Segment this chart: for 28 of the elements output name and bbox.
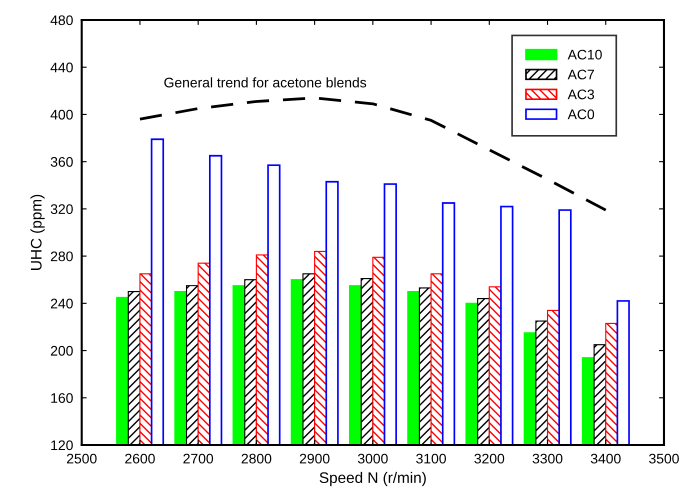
y-tick-label: 200 <box>50 346 73 356</box>
y-tick-label: 160 <box>51 393 73 403</box>
x-axis-title: Speed N (r/min) <box>320 472 426 486</box>
y-tick-label: 240 <box>50 298 73 309</box>
x-tick-label: 2900 <box>300 454 330 464</box>
y-tick-label: 400 <box>50 110 73 120</box>
x-tick-label: 3500 <box>649 454 679 464</box>
y-tick-label: 440 <box>50 62 73 72</box>
y-tick-label: 280 <box>50 251 73 262</box>
x-tick-label: 2500 <box>66 454 97 464</box>
x-tick-label: 3300 <box>532 454 562 464</box>
annotation: General trend for acetone blends <box>164 77 366 88</box>
y-tick-label: 320 <box>50 204 73 214</box>
x-tick-label: 3200 <box>474 454 504 464</box>
x-tick-label: 2600 <box>125 454 155 464</box>
y-tick-label: 120 <box>51 440 73 450</box>
x-tick-label: 2700 <box>183 454 214 464</box>
legend-label: AC10 <box>568 50 602 60</box>
legend-label: AC7 <box>568 70 594 80</box>
legend-label: AC3 <box>568 89 594 100</box>
x-tick-label: 3100 <box>416 454 446 464</box>
y-axis-title: UHC (ppm) <box>30 194 45 270</box>
legend-label: AC0 <box>568 109 594 120</box>
x-tick-label: 3400 <box>590 454 621 464</box>
x-tick-label: 3000 <box>358 454 388 464</box>
y-tick-label: 480 <box>50 15 73 26</box>
x-tick-label: 2800 <box>242 454 272 464</box>
y-tick-label: 360 <box>50 157 73 167</box>
